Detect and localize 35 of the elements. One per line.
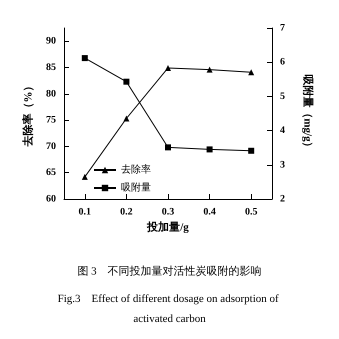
text: 图 3 不同投加量对活性炭吸附的影响	[77, 264, 262, 278]
y2-tick-label: 3	[280, 159, 285, 170]
x-tick-label: 0.3	[162, 206, 174, 218]
point	[206, 146, 213, 152]
y-tick-label: 80	[46, 88, 56, 100]
point	[123, 78, 130, 85]
x-axis-title: 投加量/g	[146, 220, 190, 234]
y-tick-label: 60	[46, 194, 56, 204]
point	[248, 69, 254, 76]
y-tick-label: 75	[46, 114, 56, 126]
point	[123, 116, 130, 122]
x-tick-label: 0.1	[78, 206, 92, 218]
y2-tick-label: 5	[280, 90, 285, 102]
y-tick-label: 90	[46, 36, 56, 47]
point	[206, 66, 213, 73]
x-tick-label: 0.5	[244, 206, 258, 218]
point	[82, 174, 88, 180]
y2-tick-label: 7	[280, 22, 285, 34]
point	[248, 148, 254, 154]
y2-axis-title: 吸附量（mg/g）	[302, 74, 314, 153]
y2-tick-label: 4	[280, 125, 285, 136]
text: Fig.3 Effect of different dosage on adsorption of activated carbon	[58, 293, 282, 325]
legend-label: 吸附量	[121, 182, 151, 194]
y-tick-label: 70	[46, 140, 56, 152]
x-tick-label: 0.4	[203, 206, 216, 218]
x-tick-label: 0.2	[120, 206, 133, 218]
y2-tick-label: 2	[280, 194, 285, 204]
point	[165, 144, 171, 150]
point	[82, 55, 88, 62]
y-axis-title: 去除率（%）	[22, 80, 34, 148]
y-tick-label: 85	[46, 62, 56, 73]
y-tick-label: 65	[46, 167, 56, 178]
y2-tick-label: 6	[280, 56, 285, 68]
point	[165, 64, 171, 71]
legend-label: 去除率	[121, 164, 151, 176]
